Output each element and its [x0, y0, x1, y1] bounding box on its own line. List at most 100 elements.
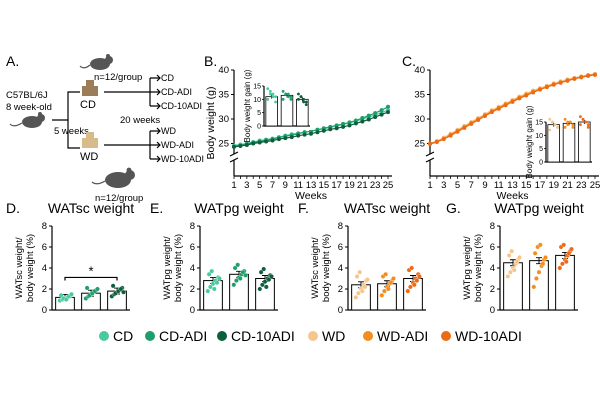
data-point [121, 290, 125, 294]
group-wd-label: WD [161, 126, 176, 136]
y-axis-label: WATpg weight/body weight (%) [162, 234, 184, 302]
y-axis-label-line1: WATpg weight/ [162, 236, 173, 300]
inset-point [548, 118, 551, 121]
series-point-cd-10adi [380, 113, 384, 117]
n-top-label: n=12/group [94, 72, 142, 83]
series-point-cd-10adi [232, 145, 236, 149]
weeks-20-label: 20 weeks [120, 115, 160, 126]
inset-point [548, 129, 551, 132]
series-point-cd-10adi [271, 139, 275, 143]
series-point-wd-10adi [483, 114, 487, 118]
data-point [232, 283, 236, 287]
x-tick-label: 9 [283, 180, 288, 191]
series-point-wd-10adi [517, 96, 521, 100]
data-point [541, 262, 545, 266]
y-axis-label: WATpg weight/body weight (%) [462, 234, 484, 302]
data-point [212, 287, 216, 291]
data-point [567, 251, 571, 255]
data-point [238, 276, 242, 280]
series-point-cd-adi [360, 116, 364, 120]
legend-label-wd: WD [322, 328, 345, 344]
data-point [380, 293, 384, 297]
series-point-wd-10adi [572, 77, 576, 81]
data-point [358, 270, 362, 274]
wd-split-lines [104, 131, 160, 159]
inset-point [272, 93, 275, 96]
inset-point [305, 103, 308, 106]
panel-d-label: D. [6, 200, 20, 216]
data-point [417, 274, 421, 278]
x-tick-label: 17 [535, 180, 546, 191]
series-point-wd-10adi [476, 118, 480, 122]
y-tick-label: 8 [490, 221, 495, 232]
inset-point [290, 95, 293, 98]
inset-point [587, 123, 590, 126]
y-tick-label: 6 [338, 242, 343, 253]
series-point-cd-10adi [277, 137, 281, 141]
axis-break [426, 152, 434, 162]
axis-break [230, 152, 238, 162]
y-axis-label-line2: body weight (%) [473, 234, 484, 302]
panel-a-label: A. [6, 53, 19, 69]
data-point [510, 249, 514, 253]
series-point-wd-10adi [435, 140, 439, 144]
y-tick-label: 2 [490, 284, 495, 295]
data-point [537, 270, 541, 274]
y-tick-label: 0 [490, 305, 495, 316]
legend-marker-cd-adi [145, 331, 155, 341]
series-point-cd-10adi [386, 110, 390, 114]
inset-point [587, 126, 590, 129]
y-tick-label: 8 [42, 221, 47, 232]
inset-point [274, 95, 277, 98]
inset-point [266, 87, 269, 90]
series-point-cd-10adi [309, 132, 313, 136]
series-point-wd-10adi [462, 126, 466, 130]
series-point-wd-10adi [593, 73, 597, 77]
data-point [410, 266, 414, 270]
data-point [508, 270, 512, 274]
series-point-wd-10adi [490, 110, 494, 114]
inset-y-tick-label: 15 [535, 120, 543, 127]
series-point-cd-adi [367, 114, 371, 118]
data-point [384, 272, 388, 276]
inset-point [272, 95, 275, 98]
legend-label-cd: CD [113, 328, 133, 344]
data-point [264, 285, 268, 289]
data-point [243, 273, 247, 277]
y-tick-label: 4 [490, 263, 495, 274]
x-tick-label: 21 [357, 180, 368, 191]
data-point [562, 243, 566, 247]
x-tick-label: 23 [370, 180, 381, 191]
group-cd-adi-label: CD-ADI [161, 87, 192, 97]
panel-b-label: B. [204, 53, 217, 69]
data-point [95, 287, 99, 291]
inset-b: 051015Body weight gain (g) [238, 69, 314, 142]
chart-title: WATsc weight [344, 200, 430, 216]
data-point [215, 281, 219, 285]
legend-label-wd-adi: WD-ADI [377, 328, 428, 344]
inset-point [300, 95, 303, 98]
inset-point [269, 90, 272, 93]
mouse-wd-icon [92, 168, 135, 188]
inset-point [564, 126, 567, 129]
y-tick-label: 35 [218, 90, 229, 101]
x-tick-label: 7 [270, 180, 275, 191]
data-point [512, 268, 516, 272]
data-point [560, 262, 564, 266]
x-tick-label: 7 [469, 180, 474, 191]
chart-d: D. WATsc weight02468WATsc weight/body wei… [6, 200, 134, 316]
series-point-cd-10adi [264, 140, 268, 144]
legend-marker-wd [308, 331, 318, 341]
inset-point [284, 93, 287, 96]
y-tick-label: 2 [42, 284, 47, 295]
series-point-wd-10adi [545, 85, 549, 89]
legend-label-cd-10adi: CD-10ADI [231, 328, 295, 344]
y-axis-label: Body weight (g) [205, 87, 217, 160]
data-point [415, 278, 419, 282]
y-tick-label: 8 [190, 221, 195, 232]
significance-star: * [88, 263, 93, 278]
x-tick-label: 3 [244, 180, 249, 191]
inset-y-tick-label: 5 [257, 110, 261, 117]
data-point [506, 274, 510, 278]
